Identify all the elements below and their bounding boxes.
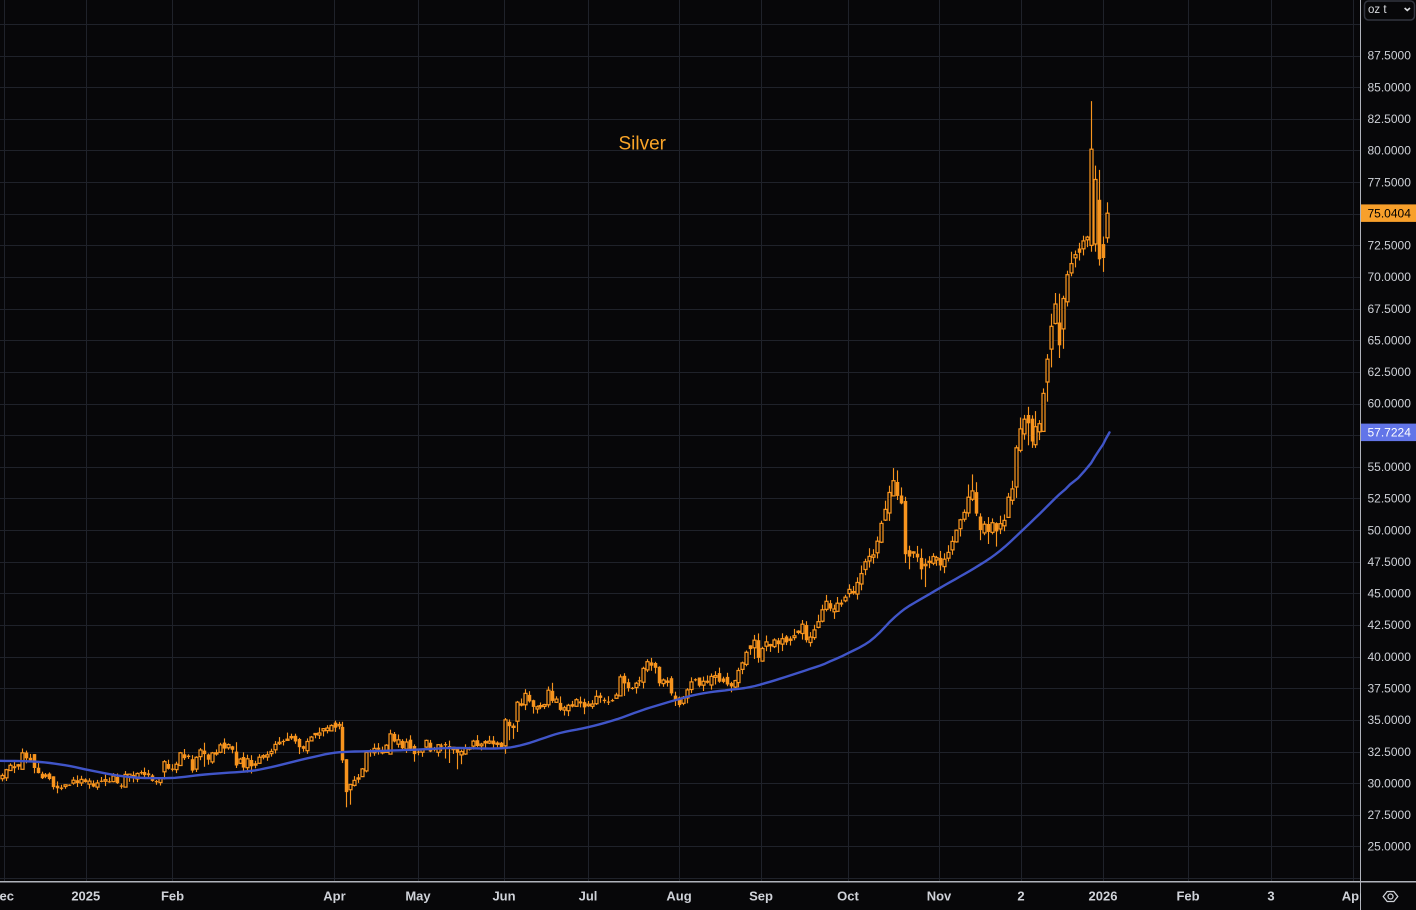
svg-text:80.0000: 80.0000 — [1368, 144, 1412, 158]
svg-text:85.0000: 85.0000 — [1368, 80, 1412, 94]
svg-text:30.0000: 30.0000 — [1368, 776, 1412, 790]
svg-text:72.5000: 72.5000 — [1368, 239, 1412, 253]
svg-text:oz t: oz t — [1368, 4, 1387, 16]
svg-text:Apr: Apr — [1342, 889, 1364, 904]
svg-text:2: 2 — [1017, 889, 1024, 904]
svg-text:Sep: Sep — [749, 889, 773, 904]
svg-text:87.5000: 87.5000 — [1368, 49, 1412, 63]
svg-text:52.5000: 52.5000 — [1368, 492, 1412, 506]
svg-text:82.5000: 82.5000 — [1368, 112, 1412, 126]
svg-text:Silver: Silver — [619, 134, 667, 155]
svg-text:2026: 2026 — [1089, 889, 1118, 904]
svg-text:60.0000: 60.0000 — [1368, 397, 1412, 411]
svg-text:35.0000: 35.0000 — [1368, 713, 1412, 727]
svg-text:32.5000: 32.5000 — [1368, 745, 1412, 759]
svg-text:45.0000: 45.0000 — [1368, 587, 1412, 601]
svg-text:Feb: Feb — [161, 889, 184, 904]
svg-text:67.5000: 67.5000 — [1368, 302, 1412, 316]
svg-text:77.5000: 77.5000 — [1368, 175, 1412, 189]
svg-text:40.0000: 40.0000 — [1368, 650, 1412, 664]
svg-text:Apr: Apr — [323, 889, 345, 904]
svg-text:75.0404: 75.0404 — [1368, 206, 1412, 220]
svg-text:65.0000: 65.0000 — [1368, 334, 1412, 348]
svg-text:55.0000: 55.0000 — [1368, 460, 1412, 474]
svg-text:Jun: Jun — [492, 889, 515, 904]
svg-text:Oct: Oct — [837, 889, 859, 904]
svg-text:27.5000: 27.5000 — [1368, 808, 1412, 822]
svg-text:Dec: Dec — [0, 889, 14, 904]
svg-text:70.0000: 70.0000 — [1368, 270, 1412, 284]
svg-text:2025: 2025 — [71, 889, 100, 904]
svg-text:Nov: Nov — [927, 889, 952, 904]
svg-text:Aug: Aug — [666, 889, 691, 904]
svg-text:62.5000: 62.5000 — [1368, 365, 1412, 379]
svg-text:37.5000: 37.5000 — [1368, 682, 1412, 696]
svg-text:57.7224: 57.7224 — [1368, 426, 1412, 440]
svg-text:47.5000: 47.5000 — [1368, 555, 1412, 569]
svg-text:3: 3 — [1267, 889, 1274, 904]
svg-text:Feb: Feb — [1176, 889, 1199, 904]
svg-text:May: May — [405, 889, 431, 904]
svg-text:42.5000: 42.5000 — [1368, 618, 1412, 632]
svg-text:Jul: Jul — [579, 889, 598, 904]
svg-text:50.0000: 50.0000 — [1368, 523, 1412, 537]
svg-text:25.0000: 25.0000 — [1368, 840, 1412, 854]
